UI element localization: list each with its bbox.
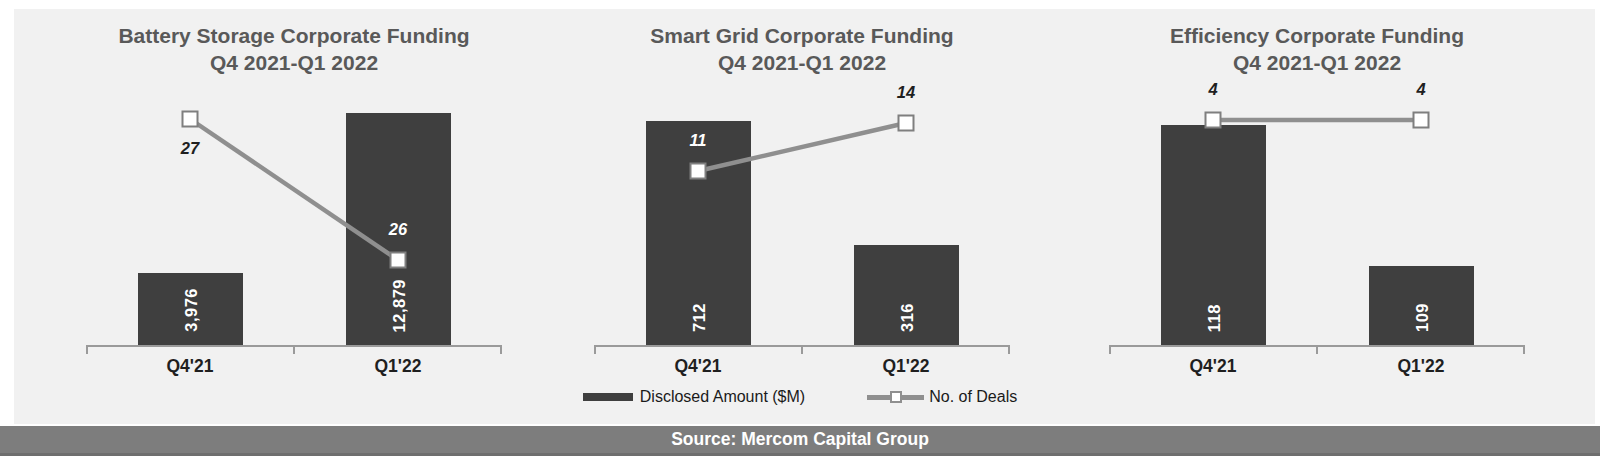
deals-line (698, 123, 906, 171)
deals-marker-q4-21 (1206, 113, 1221, 128)
legend-label: No. of Deals (929, 388, 1017, 406)
x-label-q4-21: Q4'21 (638, 356, 758, 377)
axis-tick (500, 347, 502, 354)
x-label-q1-22: Q1'22 (1361, 356, 1481, 377)
deals-line-chart (594, 100, 1010, 345)
source-bar: Source: Mercom Capital Group (0, 426, 1600, 456)
chart-title-line1: Battery Storage Corporate Funding (64, 22, 524, 49)
axis-tick (801, 347, 803, 354)
x-label-q4-21: Q4'21 (130, 356, 250, 377)
smart-grid-chart-title: Smart Grid Corporate Funding Q4 2021-Q1 … (572, 22, 1032, 76)
chart-title-line2: Q4 2021-Q1 2022 (572, 49, 1032, 76)
axis-tick (293, 347, 295, 354)
deals-marker-q4-21 (183, 112, 198, 127)
chart-title-line2: Q4 2021-Q1 2022 (1087, 49, 1547, 76)
deals-value-label-q1-22: 26 (368, 220, 428, 239)
axis-tick (1523, 347, 1525, 354)
axis-tick (594, 347, 596, 354)
deals-marker-q1-22 (1414, 113, 1429, 128)
deals-marker-q1-22 (391, 253, 406, 268)
axis-tick (1316, 347, 1318, 354)
deals-value-label-q1-22: 4 (1391, 80, 1451, 99)
chart-title-line2: Q4 2021-Q1 2022 (64, 49, 524, 76)
legend: Disclosed Amount ($M) No. of Deals (0, 386, 1600, 408)
x-label-q1-22: Q1'22 (338, 356, 458, 377)
x-label-q4-21: Q4'21 (1153, 356, 1273, 377)
battery-storage-plot: 3,976 12,879 27 26 Q4'21 Q1'22 (86, 100, 502, 345)
line-marker-swatch-icon (867, 395, 924, 400)
deals-line-chart (1109, 100, 1525, 345)
deals-value-label-q4-21: 11 (668, 131, 728, 150)
deals-marker-q4-21 (691, 164, 706, 179)
legend-item-no-of-deals: No. of Deals (867, 388, 1017, 406)
battery-storage-chart-title: Battery Storage Corporate Funding Q4 202… (64, 22, 524, 76)
smart-grid-plot: 712 316 11 14 Q4'21 Q1'22 (594, 100, 1010, 345)
deals-line (190, 119, 398, 260)
deals-value-label-q1-22: 14 (876, 83, 936, 102)
axis-tick (1109, 347, 1111, 354)
legend-item-disclosed-amount: Disclosed Amount ($M) (583, 388, 805, 406)
efficiency-chart-title: Efficiency Corporate Funding Q4 2021-Q1 … (1087, 22, 1547, 76)
bar-swatch-icon (583, 393, 633, 401)
axis-tick (1008, 347, 1010, 354)
deals-marker-q1-22 (899, 116, 914, 131)
square-marker-icon (890, 391, 902, 403)
source-text: Source: Mercom Capital Group (671, 429, 929, 450)
chart-canvas: Battery Storage Corporate Funding Q4 202… (0, 0, 1600, 464)
chart-title-line1: Smart Grid Corporate Funding (572, 22, 1032, 49)
deals-value-label-q4-21: 4 (1183, 80, 1243, 99)
x-label-q1-22: Q1'22 (846, 356, 966, 377)
deals-value-label-q4-21: 27 (160, 139, 220, 158)
chart-title-line1: Efficiency Corporate Funding (1087, 22, 1547, 49)
legend-label: Disclosed Amount ($M) (640, 388, 805, 406)
efficiency-plot: 118 109 4 4 Q4'21 Q1'22 (1109, 100, 1525, 345)
axis-tick (86, 347, 88, 354)
deals-line-chart (86, 100, 502, 345)
